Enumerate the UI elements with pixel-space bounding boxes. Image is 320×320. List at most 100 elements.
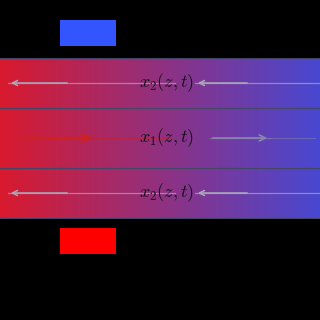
Bar — [306, 108, 308, 168]
Bar — [247, 168, 249, 218]
Bar — [41, 168, 43, 218]
Bar — [246, 108, 248, 168]
Bar — [5, 58, 7, 108]
Bar — [250, 58, 252, 108]
Bar — [239, 108, 241, 168]
Bar — [276, 168, 278, 218]
Bar — [108, 108, 109, 168]
Bar — [261, 168, 263, 218]
Bar — [151, 168, 153, 218]
Bar — [178, 58, 179, 108]
Bar — [84, 58, 85, 108]
Bar — [56, 108, 58, 168]
Bar — [300, 58, 302, 108]
Bar — [244, 58, 245, 108]
Bar — [115, 108, 117, 168]
Bar — [153, 58, 154, 108]
Bar — [39, 168, 41, 218]
Bar — [159, 168, 161, 218]
Bar — [211, 168, 213, 218]
Bar — [136, 58, 138, 108]
Bar — [265, 108, 267, 168]
Bar — [191, 58, 193, 108]
Bar — [18, 58, 19, 108]
Bar — [141, 168, 143, 218]
Bar — [249, 58, 251, 108]
Bar — [80, 58, 82, 108]
Bar — [149, 58, 150, 108]
Bar — [286, 58, 288, 108]
Bar — [11, 168, 13, 218]
Bar — [58, 58, 59, 108]
Bar — [10, 108, 12, 168]
Bar — [209, 108, 211, 168]
Bar — [316, 168, 318, 218]
Bar — [61, 58, 63, 108]
Bar — [134, 58, 135, 108]
Bar — [26, 108, 28, 168]
Bar — [235, 108, 237, 168]
Bar — [221, 168, 223, 218]
Bar — [216, 58, 218, 108]
Bar — [252, 108, 254, 168]
Bar — [203, 108, 204, 168]
Bar — [85, 168, 87, 218]
Bar — [166, 168, 168, 218]
Bar — [308, 58, 309, 108]
Bar — [228, 168, 229, 218]
Bar — [9, 168, 11, 218]
Bar — [64, 108, 66, 168]
Bar — [214, 168, 215, 218]
Bar — [86, 108, 88, 168]
Bar — [5, 168, 7, 218]
Bar — [101, 168, 103, 218]
Bar — [299, 108, 300, 168]
Bar — [236, 168, 238, 218]
Bar — [141, 58, 143, 108]
Bar — [170, 108, 172, 168]
Bar — [102, 168, 104, 218]
Bar — [296, 108, 298, 168]
Bar — [114, 58, 116, 108]
Bar — [91, 168, 93, 218]
Bar — [115, 168, 117, 218]
Bar — [277, 108, 279, 168]
Bar — [172, 108, 174, 168]
Bar — [131, 58, 133, 108]
Bar — [99, 168, 100, 218]
Bar — [127, 168, 129, 218]
Bar — [99, 58, 100, 108]
Bar — [100, 108, 102, 168]
Bar — [258, 58, 259, 108]
Bar — [175, 168, 177, 218]
Bar — [56, 58, 58, 108]
Bar — [16, 58, 18, 108]
Bar — [127, 108, 129, 168]
Bar — [16, 168, 18, 218]
Bar — [240, 168, 242, 218]
Bar — [317, 108, 319, 168]
Bar — [3, 58, 4, 108]
Bar — [34, 58, 36, 108]
Bar — [109, 108, 110, 168]
Bar — [251, 168, 253, 218]
Bar — [194, 108, 196, 168]
Bar — [69, 108, 70, 168]
Bar — [156, 168, 158, 218]
Bar — [311, 108, 313, 168]
Bar — [77, 168, 79, 218]
Bar — [9, 108, 11, 168]
Bar — [55, 108, 57, 168]
Bar — [206, 108, 208, 168]
Bar — [65, 58, 67, 108]
Bar — [316, 108, 318, 168]
Bar — [243, 58, 244, 108]
Bar — [18, 108, 19, 168]
Bar — [99, 108, 100, 168]
Bar — [287, 108, 289, 168]
Bar — [246, 58, 248, 108]
Bar — [140, 168, 142, 218]
Bar — [108, 58, 109, 108]
Bar — [108, 168, 109, 218]
Bar — [0, 108, 2, 168]
